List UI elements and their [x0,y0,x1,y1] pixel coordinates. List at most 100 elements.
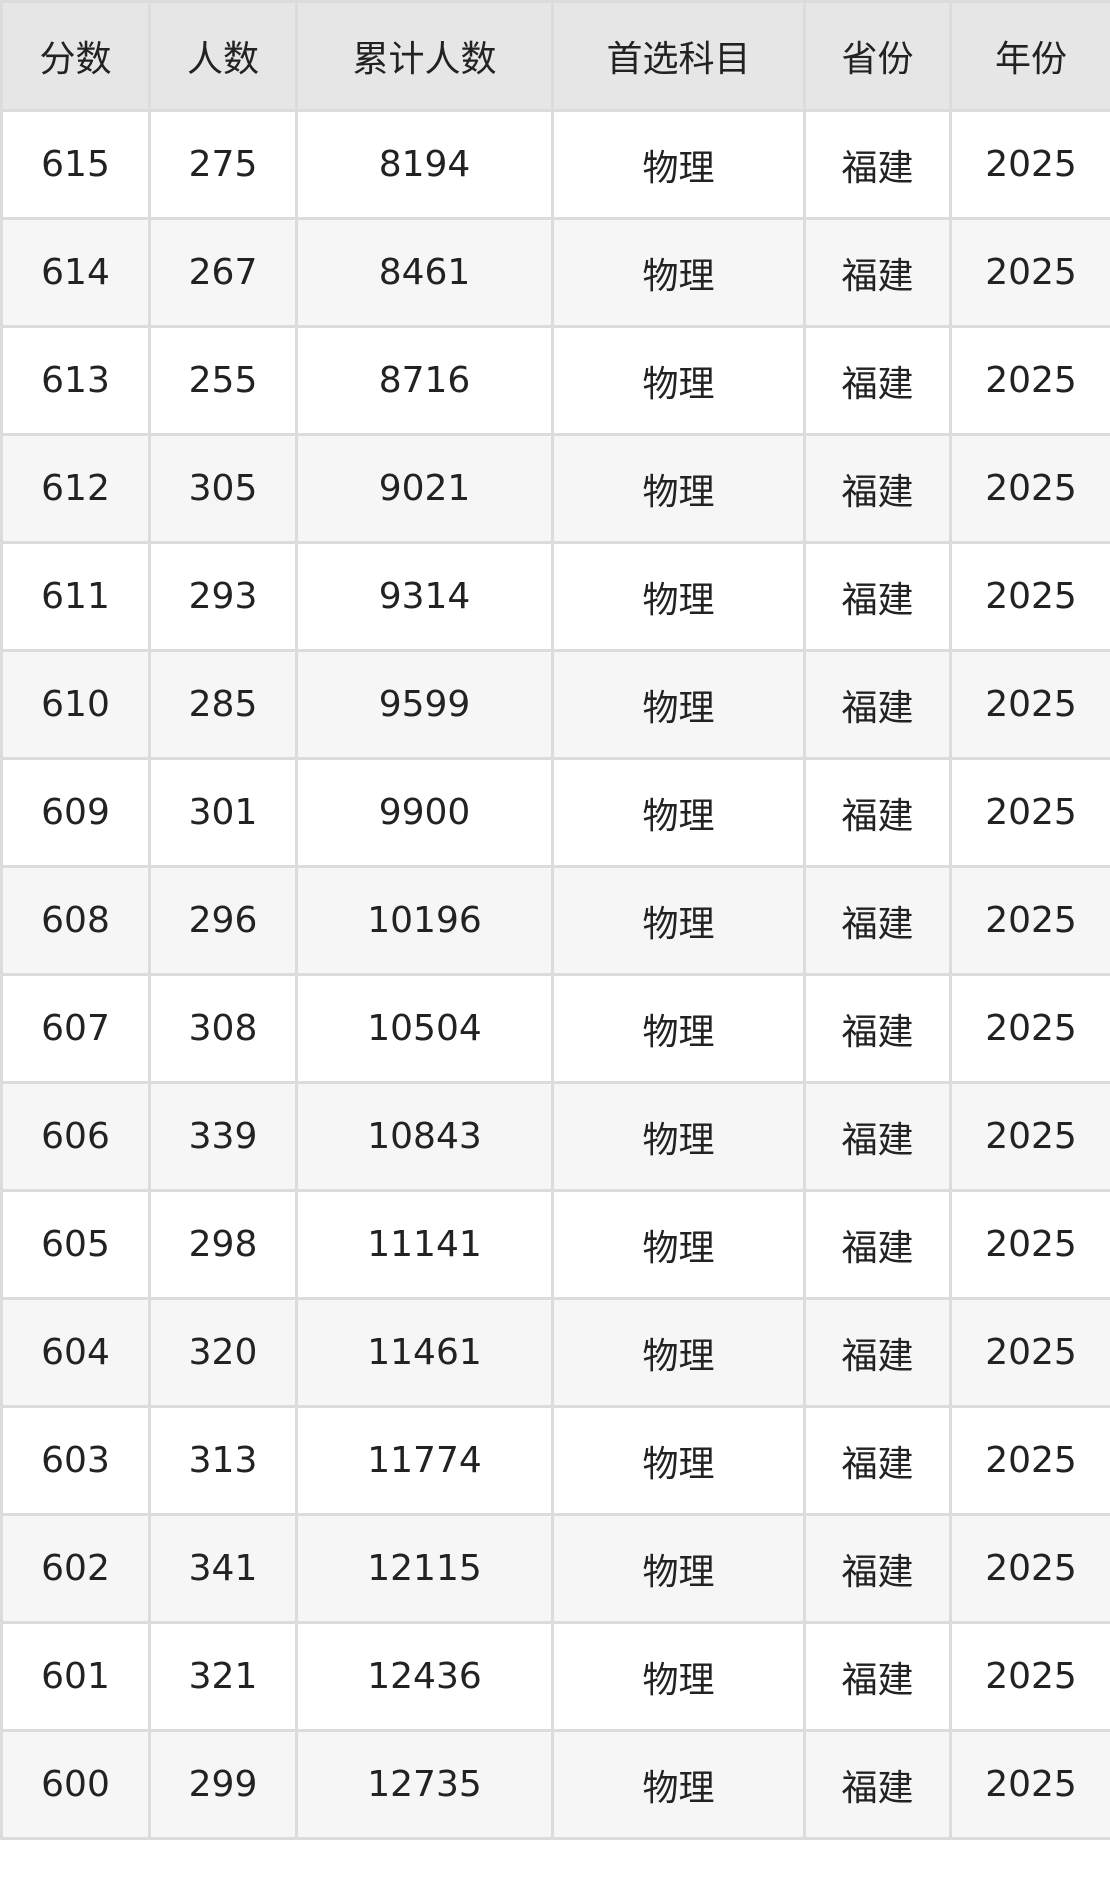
cell-province: 福建 [803,1729,952,1840]
cell-count: 267 [148,217,298,328]
cell-cumulative-count: 12436 [295,1621,554,1732]
cell-province: 福建 [803,541,952,652]
cell-province: 福建 [803,1621,952,1732]
cell-score: 613 [0,325,151,436]
table-row: 613 255 8716 物理 福建 2025 [0,325,1110,436]
cell-cumulative-count: 9599 [295,649,554,760]
table-row: 604 320 11461 物理 福建 2025 [0,1297,1110,1408]
cell-cumulative-count: 8716 [295,325,554,436]
cell-count: 320 [148,1297,298,1408]
cell-year: 2025 [949,973,1110,1084]
cell-cumulative-count: 10843 [295,1081,554,1192]
table-row: 606 339 10843 物理 福建 2025 [0,1081,1110,1192]
cell-cumulative-count: 11461 [295,1297,554,1408]
cell-primary-subject: 物理 [551,757,806,868]
table-row: 603 313 11774 物理 福建 2025 [0,1405,1110,1516]
column-header-score: 分数 [0,0,151,112]
cell-score: 605 [0,1189,151,1300]
cell-score: 604 [0,1297,151,1408]
column-header-year: 年份 [949,0,1110,112]
table-row: 607 308 10504 物理 福建 2025 [0,973,1110,1084]
cell-score: 607 [0,973,151,1084]
cell-cumulative-count: 9314 [295,541,554,652]
cell-year: 2025 [949,325,1110,436]
cell-year: 2025 [949,433,1110,544]
cell-primary-subject: 物理 [551,541,806,652]
cell-count: 313 [148,1405,298,1516]
cell-score: 609 [0,757,151,868]
cell-count: 293 [148,541,298,652]
cell-year: 2025 [949,1081,1110,1192]
cell-cumulative-count: 12735 [295,1729,554,1840]
column-header-primary-subject: 首选科目 [551,0,806,112]
cell-province: 福建 [803,757,952,868]
table-header-row: 分数 人数 累计人数 首选科目 省份 年份 [0,0,1110,112]
cell-cumulative-count: 11774 [295,1405,554,1516]
cell-count: 296 [148,865,298,976]
cell-year: 2025 [949,541,1110,652]
cell-count: 321 [148,1621,298,1732]
table-row: 608 296 10196 物理 福建 2025 [0,865,1110,976]
cell-primary-subject: 物理 [551,217,806,328]
cell-score: 600 [0,1729,151,1840]
cell-cumulative-count: 11141 [295,1189,554,1300]
table-row: 600 299 12735 物理 福建 2025 [0,1729,1110,1840]
cell-score: 606 [0,1081,151,1192]
column-header-province: 省份 [803,0,952,112]
cell-score: 601 [0,1621,151,1732]
cell-province: 福建 [803,1405,952,1516]
cell-year: 2025 [949,1189,1110,1300]
cell-primary-subject: 物理 [551,109,806,220]
cell-cumulative-count: 9900 [295,757,554,868]
table-row: 610 285 9599 物理 福建 2025 [0,649,1110,760]
cell-province: 福建 [803,649,952,760]
cell-year: 2025 [949,1513,1110,1624]
cell-cumulative-count: 8461 [295,217,554,328]
table-row: 609 301 9900 物理 福建 2025 [0,757,1110,868]
cell-count: 299 [148,1729,298,1840]
column-header-count: 人数 [148,0,298,112]
cell-cumulative-count: 10504 [295,973,554,1084]
table-row: 614 267 8461 物理 福建 2025 [0,217,1110,328]
cell-province: 福建 [803,1189,952,1300]
cell-primary-subject: 物理 [551,649,806,760]
cell-score: 602 [0,1513,151,1624]
cell-province: 福建 [803,1081,952,1192]
cell-cumulative-count: 8194 [295,109,554,220]
cell-count: 298 [148,1189,298,1300]
cell-year: 2025 [949,865,1110,976]
cell-primary-subject: 物理 [551,325,806,436]
cell-cumulative-count: 10196 [295,865,554,976]
cell-primary-subject: 物理 [551,1297,806,1408]
cell-year: 2025 [949,1297,1110,1408]
table-row: 602 341 12115 物理 福建 2025 [0,1513,1110,1624]
score-distribution-table: 分数 人数 累计人数 首选科目 省份 年份 615 275 8194 物理 福建 2025 614 26… [0,0,1110,1840]
cell-count: 255 [148,325,298,436]
cell-count: 339 [148,1081,298,1192]
cell-count: 308 [148,973,298,1084]
cell-primary-subject: 物理 [551,1189,806,1300]
cell-primary-subject: 物理 [551,1405,806,1516]
cell-province: 福建 [803,1513,952,1624]
cell-year: 2025 [949,649,1110,760]
cell-primary-subject: 物理 [551,1621,806,1732]
cell-year: 2025 [949,757,1110,868]
cell-score: 603 [0,1405,151,1516]
cell-cumulative-count: 12115 [295,1513,554,1624]
cell-score: 611 [0,541,151,652]
table-row: 601 321 12436 物理 福建 2025 [0,1621,1110,1732]
cell-count: 275 [148,109,298,220]
cell-count: 285 [148,649,298,760]
cell-score: 612 [0,433,151,544]
cell-primary-subject: 物理 [551,865,806,976]
cell-province: 福建 [803,973,952,1084]
cell-primary-subject: 物理 [551,1729,806,1840]
cell-year: 2025 [949,217,1110,328]
table-row: 612 305 9021 物理 福建 2025 [0,433,1110,544]
cell-primary-subject: 物理 [551,1513,806,1624]
cell-primary-subject: 物理 [551,973,806,1084]
cell-province: 福建 [803,217,952,328]
cell-count: 305 [148,433,298,544]
table-row: 615 275 8194 物理 福建 2025 [0,109,1110,220]
cell-province: 福建 [803,325,952,436]
